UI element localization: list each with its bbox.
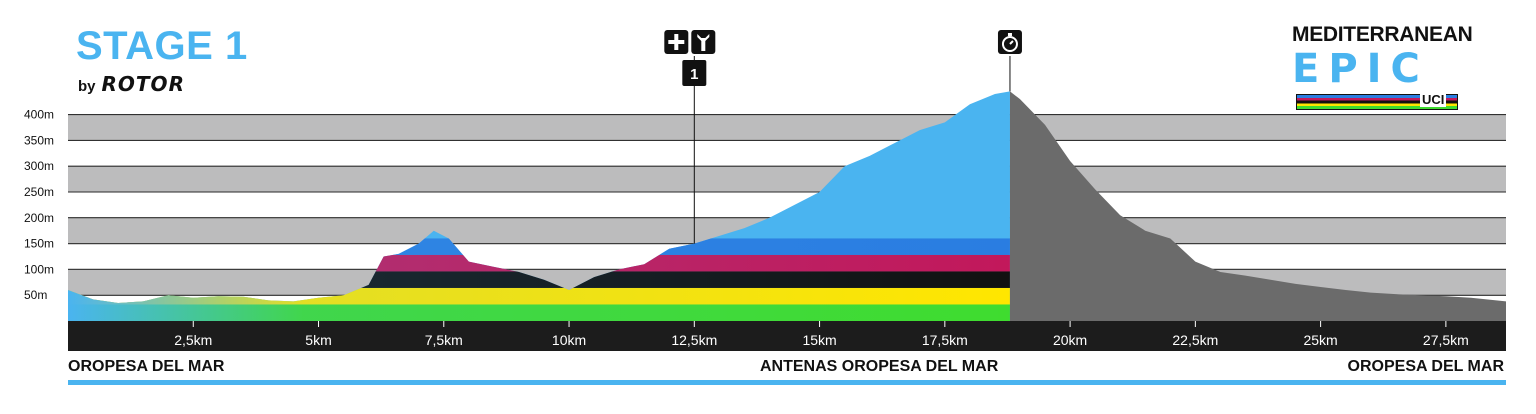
sponsor-byline: by ROTOR (78, 72, 185, 96)
y-tick-label: 100m (24, 262, 54, 276)
by-label: by (78, 78, 96, 95)
y-tick-label: 400m (24, 108, 54, 122)
marker-number: 1 (690, 66, 698, 83)
y-tick-label: 250m (24, 185, 54, 199)
logo-line1: MEDITERRANEAN (1292, 23, 1473, 46)
uci-badge: UCI (1420, 92, 1447, 107)
x-tick-label: 22,5km (1172, 332, 1218, 348)
event-logo: MEDITERRANEAN EPIC UCI (1292, 23, 1508, 110)
sponsor-logo: ROTOR (101, 72, 185, 96)
x-tick-label: 2,5km (174, 332, 212, 348)
place-summit: ANTENAS OROPESA DEL MAR (760, 358, 999, 375)
x-tick-label: 15km (802, 332, 836, 348)
x-tick-label: 5km (305, 332, 331, 348)
place-finish: OROPESA DEL MAR (1347, 358, 1504, 375)
stopwatch-icon (997, 30, 1022, 54)
y-axis-labels: 50m 100m 150m 200m 250m 300m 350m 400m (24, 108, 54, 303)
x-tick-label: 27,5km (1423, 332, 1469, 348)
x-tick-label: 17,5km (922, 332, 968, 348)
bottom-accent-line (68, 380, 1506, 385)
x-tick-label: 7,5km (425, 332, 463, 348)
y-tick-label: 200m (24, 211, 54, 225)
uci-stripes (1296, 94, 1458, 110)
first-aid-icon (664, 30, 689, 54)
y-tick-label: 300m (24, 159, 54, 173)
x-tick-label: 20km (1053, 332, 1087, 348)
wrench-icon (691, 30, 716, 54)
marker-timed-climb (997, 30, 1022, 92)
logo-line2: EPIC (1292, 46, 1429, 92)
marker-number-box: 1 (682, 60, 707, 86)
x-tick-label: 25km (1303, 332, 1337, 348)
x-tick-label: 12,5km (671, 332, 717, 348)
x-axis-bar (68, 321, 1506, 351)
grid-band (68, 166, 1506, 192)
y-tick-label: 150m (24, 237, 54, 251)
descent-area (1009, 91, 1506, 321)
grid-band (68, 114, 1506, 141)
place-start: OROPESA DEL MAR (68, 358, 225, 375)
stage-title: STAGE 1 (76, 24, 248, 68)
x-tick-label: 10km (552, 332, 586, 348)
y-tick-label: 350m (24, 133, 54, 147)
marker-feed-zone: 1 (664, 30, 716, 244)
y-tick-label: 50m (24, 288, 47, 302)
